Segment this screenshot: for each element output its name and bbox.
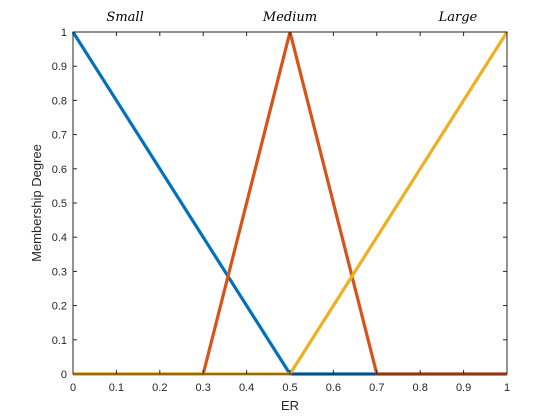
y-axis-label: Membership Degree bbox=[29, 144, 44, 262]
x-tick-label: 0.3 bbox=[196, 382, 211, 394]
y-tick-label: 0.4 bbox=[52, 232, 67, 244]
x-tick-label: 0.5 bbox=[282, 382, 297, 394]
x-tick-label: 0.9 bbox=[456, 382, 471, 394]
annotation-medium: Medium bbox=[262, 10, 317, 25]
x-tick-label: 0.6 bbox=[326, 382, 341, 394]
y-tick-label: 0.8 bbox=[52, 95, 67, 107]
x-tick-label: 0.8 bbox=[413, 382, 428, 394]
y-tick-label: 0.3 bbox=[52, 266, 67, 278]
y-tick-label: 0.6 bbox=[52, 164, 67, 176]
x-tick-label: 0 bbox=[70, 382, 76, 394]
annotation-large: Large bbox=[438, 10, 478, 25]
ticks-layer: 0 0.1 0.2 0.3 0.4 0.5 0.6 0.7 0.8 0.9 1 0 0.1 0.2 0.3 0… bbox=[52, 27, 510, 394]
y-tick-label: 0.2 bbox=[52, 301, 67, 313]
y-tick-label: 0.5 bbox=[52, 198, 67, 210]
x-tick-label: 0.7 bbox=[369, 382, 384, 394]
y-tick-label: 0 bbox=[61, 369, 67, 381]
annotation-layer: Small Medium Large bbox=[106, 10, 477, 25]
y-tick-label: 1 bbox=[61, 27, 67, 39]
annotation-small: Small bbox=[106, 10, 143, 25]
x-tick-label: 0.2 bbox=[152, 382, 167, 394]
y-tick-label: 0.9 bbox=[52, 61, 67, 73]
x-tick-label: 0.1 bbox=[109, 382, 124, 394]
plot-area bbox=[73, 32, 507, 374]
x-axis-label: ER bbox=[281, 398, 299, 413]
x-tick-label: 0.4 bbox=[239, 382, 254, 394]
y-tick-label: 0.7 bbox=[52, 130, 67, 142]
x-tick-label: 1 bbox=[504, 382, 510, 394]
y-tick-label: 0.1 bbox=[52, 335, 67, 347]
